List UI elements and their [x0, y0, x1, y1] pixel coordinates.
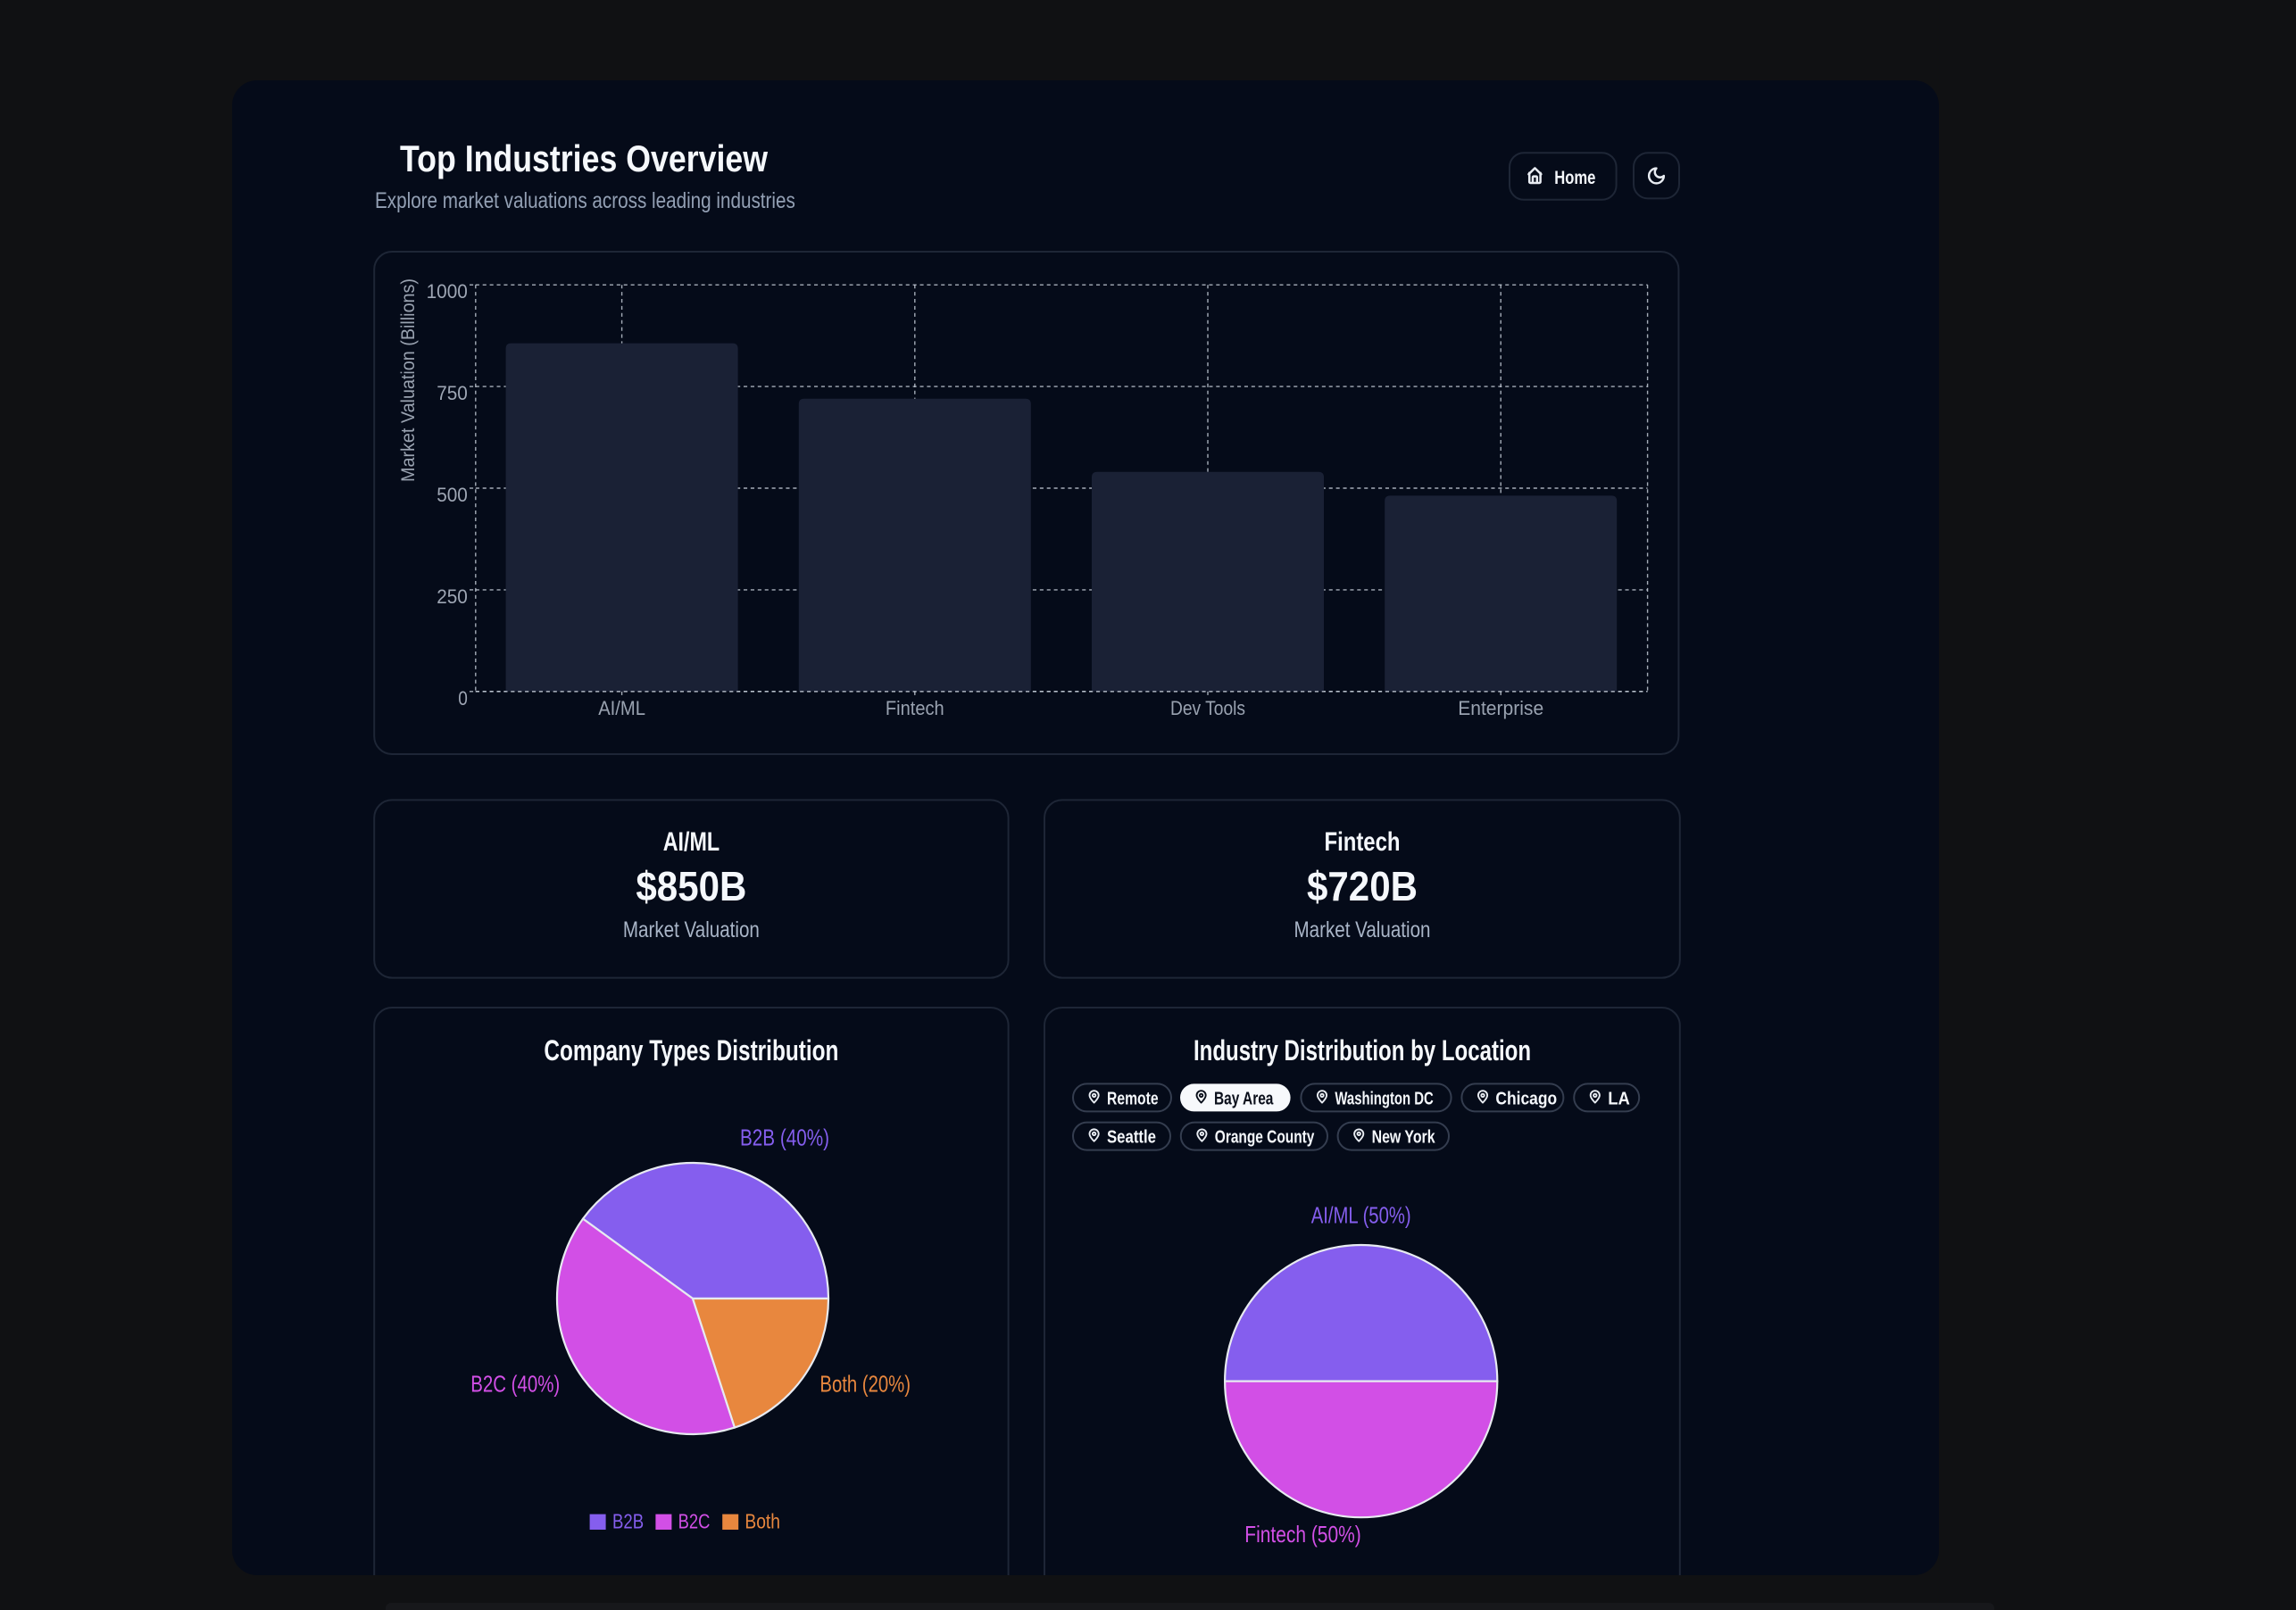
svg-text:LA: LA	[1608, 1088, 1630, 1108]
svg-text:Industry Distribution by Locat: Industry Distribution by Location	[1194, 1034, 1531, 1066]
svg-text:Fintech (50%): Fintech (50%)	[1244, 1521, 1360, 1548]
svg-text:AI/ML: AI/ML	[598, 697, 645, 719]
svg-text:Market Valuation: Market Valuation	[1294, 917, 1431, 942]
svg-text:Seattle: Seattle	[1107, 1126, 1156, 1147]
svg-text:AI/ML: AI/ML	[663, 827, 720, 857]
svg-text:$850B: $850B	[636, 863, 746, 909]
svg-text:B2C: B2C	[678, 1509, 711, 1532]
svg-text:Top Industries Overview: Top Industries Overview	[400, 137, 768, 179]
svg-text:B2C (40%): B2C (40%)	[470, 1370, 560, 1397]
svg-text:Remote: Remote	[1107, 1088, 1159, 1108]
svg-text:Market Valuation (Billions): Market Valuation (Billions)	[398, 278, 419, 482]
svg-text:Washington DC: Washington DC	[1335, 1088, 1433, 1108]
svg-text:New York: New York	[1372, 1126, 1435, 1147]
svg-text:AI/ML (50%): AI/ML (50%)	[1311, 1202, 1411, 1229]
svg-text:Dev Tools: Dev Tools	[1170, 697, 1245, 719]
svg-text:B2B (40%): B2B (40%)	[740, 1125, 829, 1151]
svg-text:Fintech: Fintech	[1325, 827, 1401, 857]
svg-text:Explore market valuations acro: Explore market valuations across leading…	[375, 188, 795, 213]
svg-text:Enterprise: Enterprise	[1458, 697, 1543, 719]
svg-text:Both (20%): Both (20%)	[819, 1370, 911, 1397]
svg-text:Chicago: Chicago	[1495, 1088, 1557, 1108]
svg-text:Both: Both	[745, 1509, 780, 1532]
svg-text:500: 500	[437, 484, 468, 506]
svg-text:1000: 1000	[427, 280, 468, 303]
svg-text:750: 750	[437, 382, 468, 404]
svg-text:250: 250	[437, 585, 468, 608]
svg-text:Bay Area: Bay Area	[1214, 1088, 1274, 1108]
svg-text:Orange County: Orange County	[1215, 1126, 1315, 1147]
svg-text:B2B: B2B	[612, 1509, 644, 1532]
svg-text:Market Valuation: Market Valuation	[623, 917, 760, 942]
svg-text:0: 0	[458, 687, 468, 710]
svg-text:$720B: $720B	[1307, 863, 1418, 909]
svg-text:Home: Home	[1554, 168, 1595, 188]
svg-text:Fintech: Fintech	[886, 697, 944, 719]
svg-text:Company Types Distribution: Company Types Distribution	[544, 1034, 838, 1066]
